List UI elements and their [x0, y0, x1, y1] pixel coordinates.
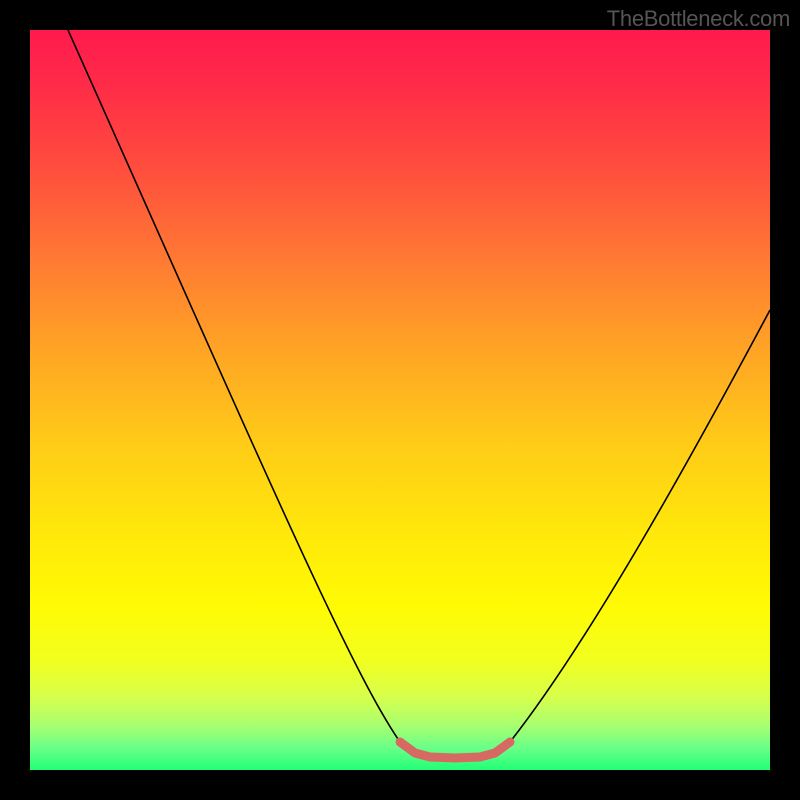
curve-left-branch — [68, 30, 400, 742]
curve-overlay — [30, 30, 770, 770]
curve-bottom-highlight — [400, 742, 510, 758]
chart-container: TheBottleneck.com — [0, 0, 800, 800]
watermark-text: TheBottleneck.com — [607, 6, 790, 32]
plot-area — [30, 30, 770, 770]
curve-right-branch — [510, 310, 770, 742]
